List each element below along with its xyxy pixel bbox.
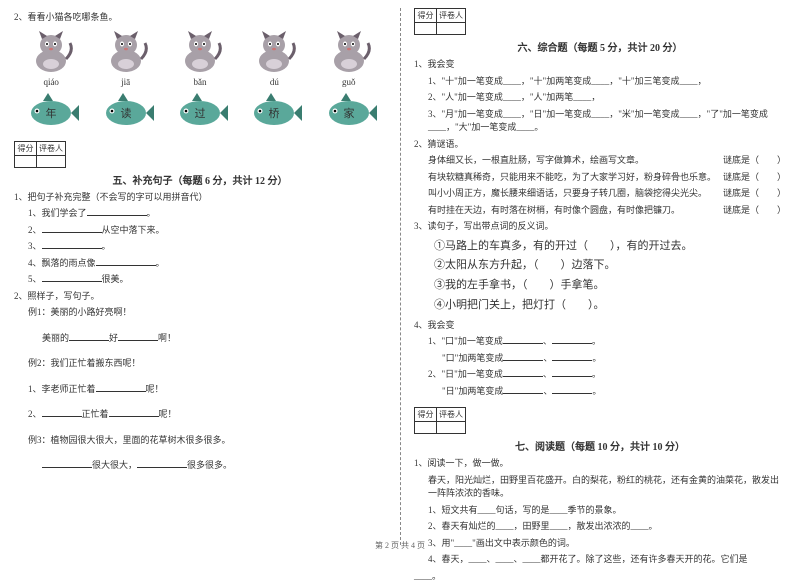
s5-3: 3、。 xyxy=(14,240,386,254)
fish-row: 年 读 过 xyxy=(14,93,386,131)
p7-q4b: ____。 xyxy=(414,570,786,583)
fish-3: 过 xyxy=(172,93,228,131)
fish-1: 年 xyxy=(23,93,79,131)
q6-4-3: 2、"日"加一笔变成、。 xyxy=(414,368,786,382)
p7-q3: 3、用"____"画出文中表示颜色的词。 xyxy=(414,537,786,551)
score-box-7: 得分评卷人 xyxy=(414,407,466,434)
cat-3: bǎn xyxy=(177,31,223,87)
fish-2: 读 xyxy=(98,93,154,131)
fish-char-4: 桥 xyxy=(269,107,280,120)
example3: 例3：植物园很大很大，里面的花草树木很多很多。 xyxy=(14,434,386,448)
q6-4-2: "口"加两笔变成、。 xyxy=(414,352,786,366)
q6-1-3: 3、"月"加一笔变成____，"日"加一笔变成____，"米"加一笔变成____… xyxy=(414,108,786,135)
q6-3-2: ②太阳从东方升起，（ ）边落下。 xyxy=(414,256,786,276)
s5-4: 4、飘落的雨点像。 xyxy=(14,257,386,271)
q6-3-1: ①马路上的车真多，有的开过（ ），有的开过去。 xyxy=(414,237,786,257)
example2: 例2：我们正忙着搬东西呢！ xyxy=(14,357,386,371)
section5-title: 五、补充句子（每题 6 分，共计 12 分） xyxy=(14,172,386,187)
cat-1: qiáo xyxy=(28,31,74,87)
q6-1-1: 1、"十"加一笔变成____，"十"加两笔变成____，"十"加三笔变成____… xyxy=(414,75,786,89)
cat-icon xyxy=(177,31,223,73)
riddle-3: 叫小小周正方，魔长腰来细语话，只要身子转几圈，脑袋挖得尖光尖。谜底是（ ） xyxy=(414,187,786,201)
score-label: 得分 xyxy=(415,9,437,23)
fish-icon: 桥 xyxy=(246,93,302,129)
s5-2: 2、从空中落下来。 xyxy=(14,224,386,238)
s5-q2: 2、照样子，写句子。 xyxy=(14,290,386,304)
score-box-6: 得分评卷人 xyxy=(414,8,466,35)
fish-char-2: 读 xyxy=(120,106,131,120)
cats-row: qiáo jiā xyxy=(14,31,386,87)
cat-icon xyxy=(28,31,74,73)
score-label: 得分 xyxy=(15,141,37,155)
cat-pinyin-4: dú xyxy=(251,77,297,87)
fish-char-3: 过 xyxy=(194,107,205,120)
cat-icon xyxy=(326,31,372,73)
riddle-4: 有时挂在天边，有时落在树梢，有时像个圆盘，有时像把镰刀。谜底是（ ） xyxy=(414,204,786,218)
q6-3-3: ③我的左手拿书，（ ）手拿笔。 xyxy=(414,276,786,296)
cat-icon xyxy=(251,31,297,73)
q6-4-1: 1、"口"加一笔变成、。 xyxy=(414,335,786,349)
q6-3: 3、读句子，写出带点词的反义词。 xyxy=(414,220,786,234)
riddle-1: 身体细又长，一根直肚肠，写字做算术，绘画写文章。谜底是（ ） xyxy=(414,154,786,168)
riddle-2: 有块软糖真稀奇，只能用来不能吃，为了大家学习好，粉身碎骨也乐意。谜底是（ ） xyxy=(414,171,786,185)
cat-2: jiā xyxy=(103,31,149,87)
p7-q1: 1、短文共有____句话，写的是____季节的景象。 xyxy=(414,504,786,518)
s5-q1: 1、把句子补充完整（不会写的字可以用拼音代） xyxy=(14,191,386,205)
q6-4-4: "日"加两笔变成、。 xyxy=(414,385,786,399)
passage: 春天，阳光灿烂，田野里百花盛开。白的梨花，粉红的桃花，还有金黄的油菜花，散发出一… xyxy=(414,474,786,501)
score-box: 得分评卷人 xyxy=(14,141,66,168)
grader-label: 评卷人 xyxy=(437,408,466,422)
fish-5: 家 xyxy=(321,93,377,131)
ex2-1: 1、李老师正忙着呢！ xyxy=(14,383,386,397)
p7-q2: 2、春天有灿烂的____，田野里____，散发出浓浓的____。 xyxy=(414,520,786,534)
fish-icon: 过 xyxy=(172,93,228,129)
cat-4: dú xyxy=(251,31,297,87)
grader-label: 评卷人 xyxy=(437,9,466,23)
score-label: 得分 xyxy=(415,408,437,422)
section7-title: 七、阅读题（每题 10 分，共计 10 分） xyxy=(414,438,786,453)
q6-3-4: ④小明把门关上，把灯打（ ）。 xyxy=(414,296,786,316)
cat-pinyin-5: guǒ xyxy=(326,77,372,87)
fish-icon: 家 xyxy=(321,93,377,129)
ex3-fill: 很大很大，很多很多。 xyxy=(14,459,386,473)
grader-label: 评卷人 xyxy=(37,141,66,155)
s5-5: 5、很美。 xyxy=(14,273,386,287)
cat-5: guǒ xyxy=(326,31,372,87)
q6-2: 2、猜谜语。 xyxy=(414,138,786,152)
column-divider xyxy=(400,8,401,545)
s5-1: 1、我们学会了。 xyxy=(14,207,386,221)
q6-1: 1、我会变 xyxy=(414,58,786,72)
ex2-2: 2、正忙着呢！ xyxy=(14,408,386,422)
fish-icon: 年 xyxy=(23,93,79,129)
cat-icon xyxy=(103,31,149,73)
q6-1-2: 2、"人"加一笔变成____，"人"加两笔____， xyxy=(414,91,786,105)
cat-pinyin-1: qiáo xyxy=(28,77,74,87)
fish-icon: 读 xyxy=(98,93,154,129)
fish-char-1: 年 xyxy=(46,106,57,120)
q2-intro: 2、看看小猫各吃哪条鱼。 xyxy=(14,11,386,25)
ex1-fill: 美丽的好啊！ xyxy=(14,332,386,346)
cat-pinyin-2: jiā xyxy=(103,77,149,87)
q7-1: 1、阅读一下，做一做。 xyxy=(414,457,786,471)
fish-char-5: 家 xyxy=(343,106,354,120)
example1: 例1：美丽的小路好亮啊！ xyxy=(14,306,386,320)
fish-4: 桥 xyxy=(246,93,302,131)
q6-4: 4、我会变 xyxy=(414,319,786,333)
cat-pinyin-3: bǎn xyxy=(177,77,223,87)
section6-title: 六、综合题（每题 5 分，共计 20 分） xyxy=(414,39,786,54)
